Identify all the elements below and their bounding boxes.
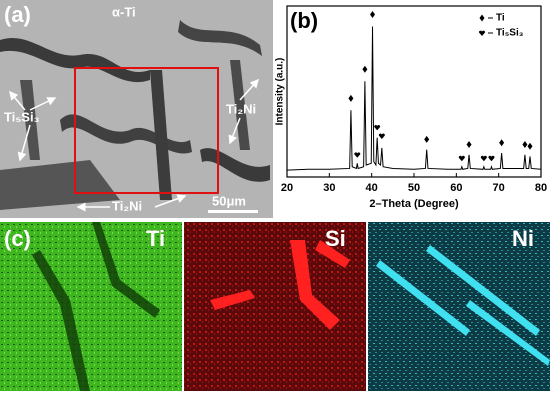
peak-marker [522, 141, 528, 149]
peak-marker [458, 155, 465, 162]
phase-label: Ti₂Ni [112, 198, 142, 213]
panel-label: (c) [4, 226, 31, 251]
legend-label: Ti [496, 13, 505, 24]
phase-label: Ti₅Si₃ [4, 109, 40, 124]
micrograph [0, 0, 273, 218]
peak-marker [348, 94, 354, 102]
peak-marker [370, 11, 376, 19]
legend-marker [478, 30, 486, 36]
map-label: Ni [512, 226, 534, 251]
element-maps [0, 222, 550, 391]
x-tick-label: 50 [408, 182, 420, 194]
map-label: Ti [146, 226, 165, 251]
panel-label: (a) [4, 2, 31, 27]
x-tick-label: 60 [450, 182, 462, 194]
phase-label: Ti₂Ni [226, 101, 256, 116]
x-tick-label: 70 [493, 182, 505, 194]
peak-marker [362, 65, 368, 73]
x-axis-label: 2–Theta (Degree) [369, 198, 459, 210]
x-tick-label: 30 [323, 182, 335, 194]
y-axis-label: Intensity (a.u.) [275, 58, 286, 126]
xrd-chart: 20 30 40 50 60 70 80 2–Theta (Degree) Intensity … [275, 5, 547, 210]
peak-marker [488, 155, 495, 162]
phase-label: α-Ti [112, 4, 136, 19]
panel-label: (b) [290, 8, 318, 33]
peak-marker [499, 139, 505, 147]
peak-marker [527, 142, 533, 150]
chart-background [276, 0, 550, 218]
x-tick-label: 40 [366, 182, 378, 194]
x-tick-label: 20 [281, 182, 293, 194]
peak-marker [354, 152, 361, 158]
peak-marker [480, 155, 487, 162]
xrd-pattern [286, 26, 542, 171]
x-tick-label: 80 [535, 182, 547, 194]
scale-bar-label: 50μm [212, 193, 246, 208]
legend-marker [479, 14, 485, 22]
peak-marker [466, 141, 472, 149]
peak-marker [374, 125, 381, 131]
peak-marker [378, 133, 385, 139]
legend-label: Ti₅Si₃ [496, 28, 524, 39]
map-label: Si [325, 226, 346, 251]
peak-marker [424, 135, 430, 143]
